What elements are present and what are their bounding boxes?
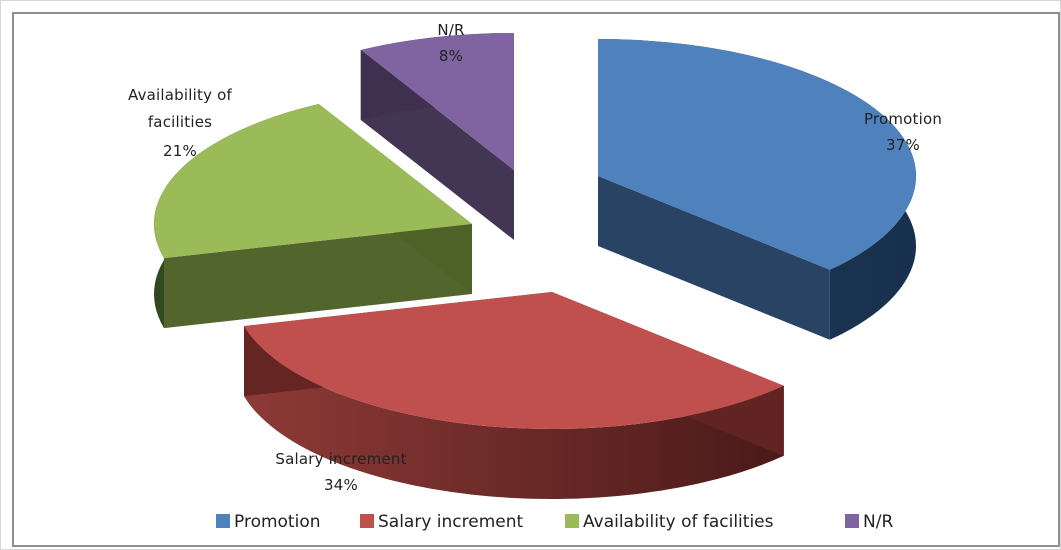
pie-slice-start-wall-availability-of-facilities: [163, 224, 473, 329]
pie-slice-n-r: [360, 33, 514, 170]
legend-swatch-availability-of-facilities: [565, 514, 579, 528]
pie-layer: [153, 33, 916, 500]
pie-slice-availability-of-facilities: [153, 103, 472, 259]
data-label-availability-of-facilities-percent: 21%: [163, 142, 197, 160]
data-label-n-r-name-0: N/R: [437, 21, 464, 39]
legend-swatch-n-r: [845, 514, 859, 528]
pie-slice-group-promotion: [598, 39, 916, 340]
pie-slice-group-salary-increment: [243, 292, 784, 500]
slice-label-layer: Promotion 37% Salary increment 34% Availabil…: [128, 21, 942, 494]
data-label-salary-increment-name-0: Salary increment: [275, 450, 406, 468]
data-label-salary-increment-percent: 34%: [324, 476, 358, 494]
data-label-availability-of-facilities-name-0: Availability of: [128, 86, 233, 104]
legend-swatch-promotion: [216, 514, 230, 528]
data-label-n-r-percent: 8%: [439, 47, 463, 65]
pie-slice-salary-increment: [243, 292, 784, 429]
pie-slice-promotion: [598, 39, 916, 270]
data-label-availability-of-facilities-name-1: facilities: [148, 113, 212, 131]
legend-label-availability-of-facilities: Availability of facilities: [583, 512, 774, 532]
data-label-promotion-percent: 37%: [886, 136, 920, 154]
legend-label-salary-increment: Salary increment: [378, 512, 524, 532]
pie-slice-group-availability-of-facilities: [153, 103, 473, 329]
pie-slice-start-wall-n-r: [360, 49, 514, 240]
pie-slice-side-salary-increment: [243, 326, 784, 500]
pie-slice-group-n-r: [360, 33, 514, 240]
pie-slice-end-wall-promotion: [598, 176, 830, 340]
legend-label-promotion: Promotion: [234, 512, 321, 532]
legend-swatch-salary-increment: [360, 514, 374, 528]
data-label-promotion-name-0: Promotion: [864, 110, 942, 128]
legend: Promotion Salary increment Availability of…: [216, 512, 893, 532]
legend-label-n-r: N/R: [863, 512, 893, 532]
